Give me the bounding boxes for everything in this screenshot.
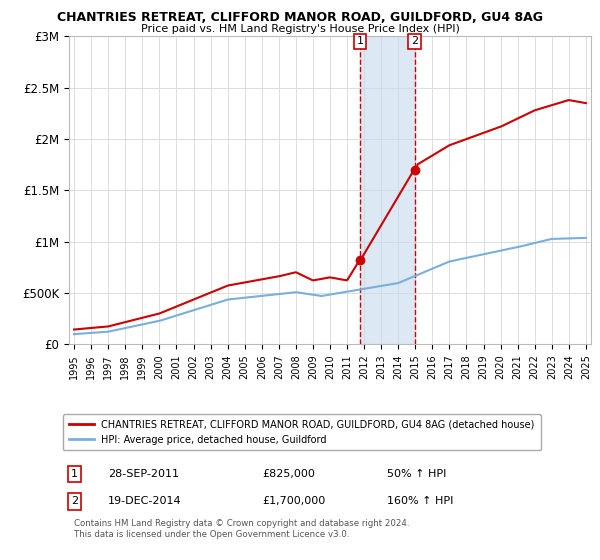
Text: 2: 2 — [71, 497, 78, 506]
Text: 50% ↑ HPI: 50% ↑ HPI — [388, 469, 447, 479]
Text: Contains HM Land Registry data © Crown copyright and database right 2024.
This d: Contains HM Land Registry data © Crown c… — [74, 520, 410, 539]
Text: 28-SEP-2011: 28-SEP-2011 — [108, 469, 179, 479]
Legend: CHANTRIES RETREAT, CLIFFORD MANOR ROAD, GUILDFORD, GU4 8AG (detached house), HPI: CHANTRIES RETREAT, CLIFFORD MANOR ROAD, … — [64, 414, 541, 450]
Bar — [360, 36, 415, 344]
Text: 1: 1 — [356, 36, 364, 46]
Text: £1,700,000: £1,700,000 — [262, 497, 325, 506]
Text: 160% ↑ HPI: 160% ↑ HPI — [388, 497, 454, 506]
Text: 1: 1 — [71, 469, 78, 479]
Text: Price paid vs. HM Land Registry's House Price Index (HPI): Price paid vs. HM Land Registry's House … — [140, 24, 460, 34]
Text: CHANTRIES RETREAT, CLIFFORD MANOR ROAD, GUILDFORD, GU4 8AG: CHANTRIES RETREAT, CLIFFORD MANOR ROAD, … — [57, 11, 543, 24]
Text: 19-DEC-2014: 19-DEC-2014 — [108, 497, 182, 506]
Text: £825,000: £825,000 — [262, 469, 315, 479]
Text: 2: 2 — [411, 36, 418, 46]
